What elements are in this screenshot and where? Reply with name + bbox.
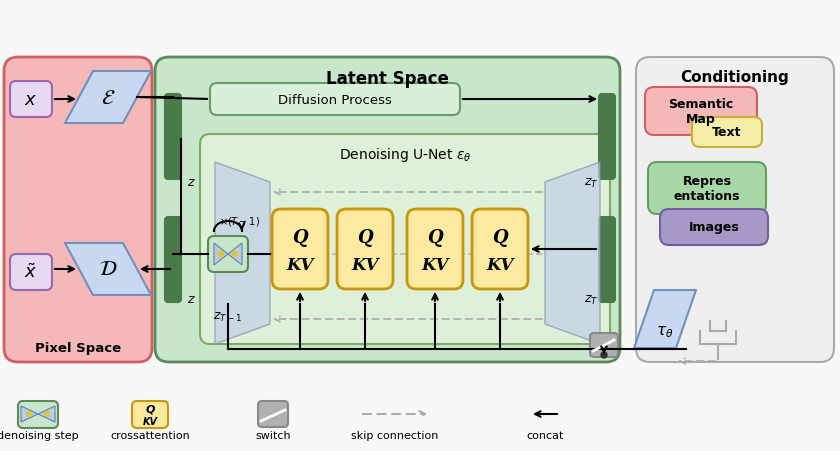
Text: $\mathcal{E}$: $\mathcal{E}$ [101, 88, 115, 107]
FancyBboxPatch shape [599, 95, 615, 179]
Text: KV: KV [486, 257, 514, 274]
Polygon shape [545, 163, 600, 344]
Circle shape [45, 412, 50, 417]
Text: $z$: $z$ [186, 293, 196, 306]
Text: Q: Q [492, 229, 508, 246]
Polygon shape [21, 406, 38, 422]
Text: Semantic
Map: Semantic Map [669, 98, 733, 126]
Text: $z_T$: $z_T$ [585, 293, 599, 306]
FancyBboxPatch shape [472, 210, 528, 290]
Text: KV: KV [422, 257, 449, 274]
Text: $z$: $z$ [186, 176, 196, 189]
Polygon shape [228, 244, 242, 265]
Text: $\mathcal{D}$: $\mathcal{D}$ [99, 260, 118, 279]
FancyBboxPatch shape [210, 84, 460, 116]
Text: Text: Text [712, 126, 742, 139]
Circle shape [601, 352, 607, 358]
Text: Repres
entations: Repres entations [674, 175, 740, 202]
Text: $\times(T-1)$: $\times(T-1)$ [219, 215, 260, 228]
FancyBboxPatch shape [258, 401, 288, 427]
Text: denoising step: denoising step [0, 430, 79, 440]
FancyBboxPatch shape [208, 236, 248, 272]
Polygon shape [634, 290, 696, 348]
Text: concat: concat [527, 430, 564, 440]
FancyBboxPatch shape [155, 58, 620, 362]
FancyBboxPatch shape [18, 401, 58, 428]
Text: KV: KV [143, 416, 158, 426]
FancyBboxPatch shape [636, 58, 834, 362]
FancyBboxPatch shape [407, 210, 463, 290]
FancyBboxPatch shape [4, 58, 152, 362]
Text: $x$: $x$ [24, 91, 38, 109]
Text: skip connection: skip connection [351, 430, 438, 440]
Circle shape [218, 252, 223, 257]
FancyBboxPatch shape [645, 88, 757, 136]
Text: Diffusion Process: Diffusion Process [278, 93, 392, 106]
Text: Pixel Space: Pixel Space [35, 341, 121, 354]
Circle shape [27, 412, 32, 417]
Text: Conditioning: Conditioning [680, 70, 790, 85]
Polygon shape [65, 244, 151, 295]
FancyBboxPatch shape [132, 401, 168, 428]
Text: Q: Q [357, 229, 373, 246]
Text: Q: Q [145, 404, 155, 414]
FancyBboxPatch shape [599, 217, 615, 302]
Text: Q: Q [428, 229, 443, 246]
Text: crossattention: crossattention [110, 430, 190, 440]
Text: Images: Images [689, 221, 739, 234]
Polygon shape [65, 72, 151, 124]
FancyBboxPatch shape [692, 118, 762, 147]
FancyBboxPatch shape [272, 210, 328, 290]
Text: Latent Space: Latent Space [326, 70, 449, 88]
Polygon shape [215, 163, 270, 344]
FancyBboxPatch shape [337, 210, 393, 290]
FancyBboxPatch shape [648, 163, 766, 215]
Polygon shape [38, 406, 55, 422]
FancyBboxPatch shape [660, 210, 768, 245]
FancyBboxPatch shape [200, 135, 610, 344]
Polygon shape [214, 244, 228, 265]
FancyBboxPatch shape [10, 254, 52, 290]
Text: KV: KV [286, 257, 313, 274]
Text: KV: KV [351, 257, 379, 274]
Text: $\tilde{x}$: $\tilde{x}$ [24, 263, 38, 281]
Text: Q: Q [292, 229, 307, 246]
Circle shape [232, 252, 238, 257]
FancyBboxPatch shape [590, 333, 618, 357]
Text: Denoising U-Net $\epsilon_\theta$: Denoising U-Net $\epsilon_\theta$ [339, 146, 471, 164]
Text: $z_{T-1}$: $z_{T-1}$ [213, 310, 243, 323]
Text: $z_T$: $z_T$ [585, 176, 599, 189]
Text: $\tau_\theta$: $\tau_\theta$ [656, 323, 674, 339]
FancyBboxPatch shape [10, 82, 52, 118]
Text: switch: switch [255, 430, 291, 440]
FancyBboxPatch shape [165, 217, 181, 302]
FancyBboxPatch shape [165, 95, 181, 179]
